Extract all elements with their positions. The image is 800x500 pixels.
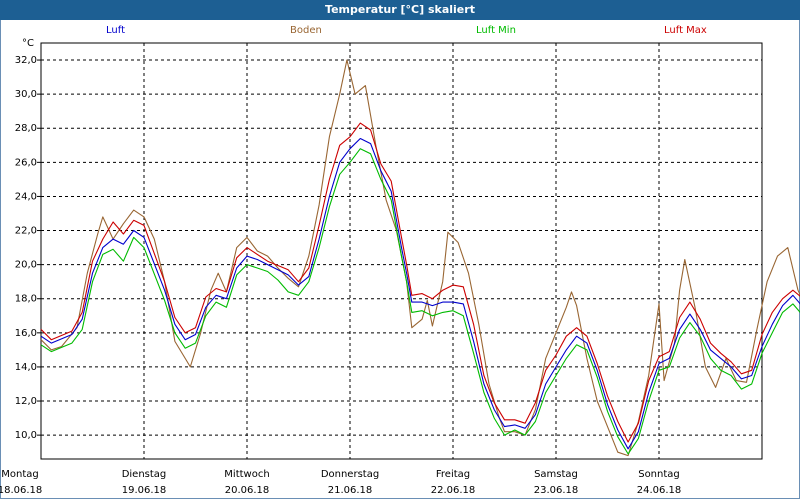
x-tick-day-label: Sonntag (638, 469, 680, 480)
y-tick-label: 14,0 (15, 362, 37, 373)
series-line-luft-min (40, 148, 800, 455)
y-tick-label: 32,0 (15, 55, 37, 66)
y-tick-label: 12,0 (15, 396, 37, 407)
x-tick-date-label: 20.06.18 (225, 485, 270, 496)
y-tick-label: 18,0 (15, 294, 37, 305)
series-line-luft-max (40, 122, 800, 443)
x-tick-day-label: Dienstag (122, 469, 167, 480)
x-tick-day-label: Mittwoch (224, 469, 269, 480)
x-tick-day-label: Samstag (534, 469, 578, 480)
y-tick-label: 22,0 (15, 226, 37, 237)
series-line-boden (40, 59, 800, 457)
y-tick-label: 30,0 (15, 89, 37, 100)
y-axis-unit-label: °C (22, 38, 34, 49)
legend-luft: Luft (106, 25, 125, 36)
window-titlebar: Temperatur [°C] skaliert (0, 0, 800, 20)
y-tick-label: 16,0 (15, 328, 37, 339)
x-tick-day-label: Montag (1, 469, 38, 480)
legend-luft-max: Luft Max (664, 25, 707, 36)
y-tick-label: 28,0 (15, 123, 37, 134)
x-tick-date-label: 23.06.18 (534, 485, 579, 496)
y-tick-label: 24,0 (15, 191, 37, 202)
x-tick-date-label: 22.06.18 (431, 485, 476, 496)
x-tick-date-label: 19.06.18 (122, 485, 167, 496)
x-tick-date-label: 24.06.18 (637, 485, 682, 496)
plot-area-border (40, 42, 763, 460)
legend-luft-min: Luft Min (476, 25, 516, 36)
y-tick-label: 26,0 (15, 157, 37, 168)
x-tick-day-label: Freitag (436, 469, 470, 480)
y-tick-label: 20,0 (15, 260, 37, 271)
series-line-luft (40, 137, 800, 450)
window-title: Temperatur [°C] skaliert (325, 3, 475, 16)
x-tick-date-label: 21.06.18 (328, 485, 373, 496)
x-tick-day-label: Donnerstag (321, 469, 379, 480)
legend-boden: Boden (290, 25, 322, 36)
y-tick-label: 10,0 (15, 430, 37, 441)
x-tick-date-label: 18.06.18 (0, 485, 42, 496)
